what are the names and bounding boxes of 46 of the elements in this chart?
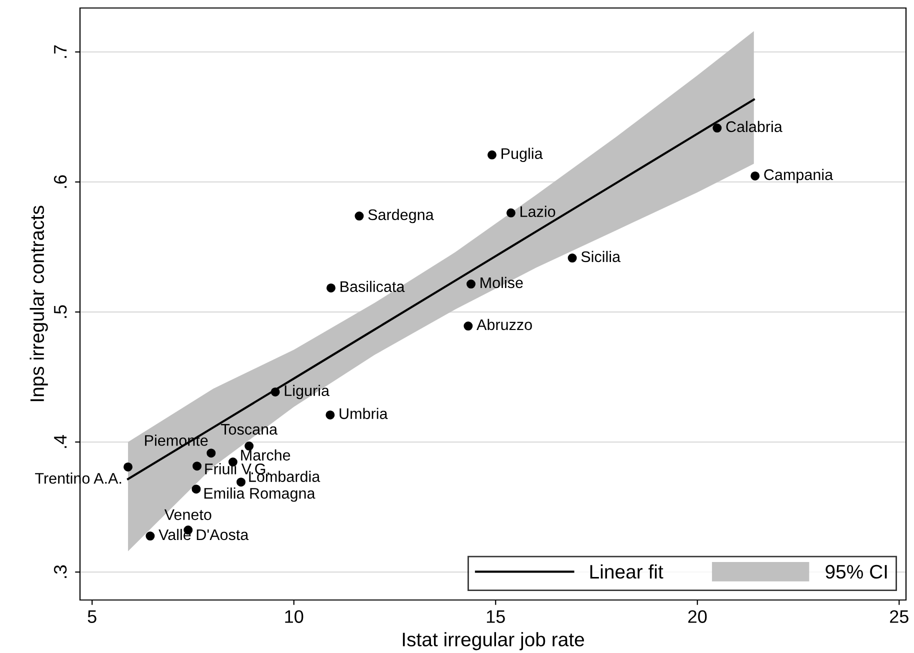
y-axis-title: Inps irregular contracts [30,206,48,402]
point [326,410,335,420]
point [466,280,476,289]
point [464,322,473,331]
point [568,254,577,263]
point [270,387,280,396]
x-tick-label: 15 [486,610,505,623]
x-tick-label: 20 [688,610,707,623]
point [750,171,760,180]
point [712,124,722,133]
annotation: Calabria [726,120,782,132]
legend-label: Linear fit [590,564,664,579]
point [192,462,202,471]
annotation: Marche [241,449,290,461]
annotation: Puglia [502,148,543,162]
annotation: Veneto [164,509,212,520]
point [124,462,133,472]
point [487,150,496,160]
point [146,532,155,541]
annotation: Campania [764,168,834,184]
annotation: Sardegna [368,208,434,224]
annotation: Toscana [220,424,278,435]
point [354,212,364,221]
annotation: Lazio [520,206,556,218]
x-axis-title: Istat irregular job rate [402,632,584,650]
annotation: Emilia Romagna [204,488,316,502]
y-tick-label: .4 [54,435,67,448]
point [206,448,216,458]
x-tick-label: 5 [88,610,96,623]
annotation: Sicilia [581,250,621,262]
annotation: Umbria [340,408,388,420]
annotation: Liguria [284,384,330,400]
point [236,478,246,487]
y-tick-label: .5 [54,305,67,318]
y-tick-label: .6 [54,175,67,188]
x-tick-label: 25 [890,610,908,623]
annotation: Abruzzo [476,318,532,330]
point [506,208,516,218]
point [192,484,201,494]
annotation: Basilicata [340,280,405,292]
annotation: 95% CI [826,564,887,579]
point [326,283,336,292]
x-tick-label: 10 [285,610,304,623]
annotation: Molise [480,276,523,288]
y-tick-label: .7 [54,45,67,58]
y-tick-label: .3 [54,565,67,578]
